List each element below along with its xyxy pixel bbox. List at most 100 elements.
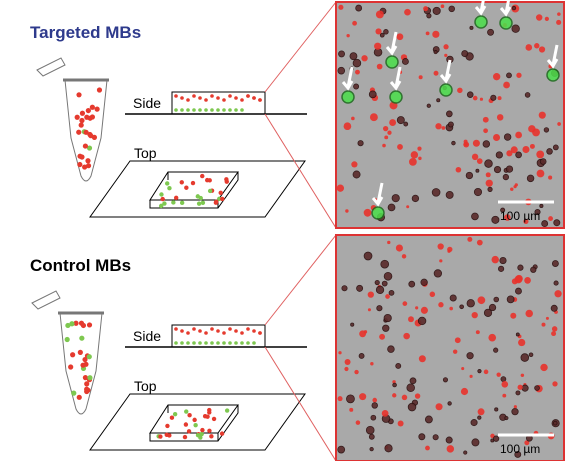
- bubble: [343, 122, 352, 131]
- bubble: [505, 165, 514, 173]
- bubble: [368, 90, 377, 99]
- bubble: [391, 194, 400, 203]
- bubble: [410, 151, 419, 159]
- side-bead: [210, 327, 214, 331]
- side-bead: [234, 108, 238, 112]
- top-bead: [209, 434, 214, 439]
- bubble: [473, 187, 483, 197]
- bubble: [382, 125, 389, 132]
- tube-bead: [73, 320, 79, 326]
- bubble: [539, 158, 547, 165]
- bubble: [459, 304, 464, 310]
- bubble: [449, 294, 457, 302]
- tube-bead: [70, 352, 76, 358]
- bubble: [383, 29, 389, 35]
- bubble: [506, 150, 513, 157]
- bubble: [517, 264, 524, 271]
- bubble: [445, 190, 454, 199]
- bubble: [466, 352, 474, 360]
- side-label: Side: [133, 328, 161, 344]
- top-bead: [159, 192, 164, 197]
- bubble: [447, 249, 451, 253]
- bubble: [477, 415, 482, 420]
- bubble: [526, 174, 535, 183]
- bound-bubble: [385, 55, 399, 69]
- bubble: [349, 52, 358, 61]
- bubble: [402, 301, 408, 306]
- tube-bead: [79, 335, 85, 341]
- bubble: [358, 353, 365, 359]
- bubble: [426, 13, 432, 19]
- bubble: [500, 207, 506, 213]
- bound-bubble: [546, 68, 560, 82]
- bubble: [439, 259, 443, 263]
- top-bead: [169, 415, 175, 420]
- bubble: [401, 58, 409, 65]
- side-label: Side: [133, 95, 161, 111]
- top-bead: [172, 411, 178, 417]
- top-bead: [160, 196, 165, 202]
- tube-bead: [76, 92, 82, 98]
- bubble: [514, 183, 518, 187]
- bubble: [379, 32, 385, 38]
- bubble: [352, 170, 361, 179]
- bubble: [454, 337, 461, 344]
- scale-label: 100 µm: [500, 442, 540, 456]
- bubble: [471, 311, 478, 319]
- side-bead: [222, 331, 226, 335]
- bubble: [444, 53, 448, 58]
- bound-bubble: [389, 90, 403, 104]
- bubble: [488, 303, 497, 312]
- panel-title: Control MBs: [30, 256, 131, 275]
- bubble: [389, 119, 397, 126]
- bubble: [541, 220, 549, 228]
- bubble: [553, 219, 561, 227]
- tube-bead: [79, 110, 86, 116]
- bubble: [446, 110, 453, 118]
- bubble: [494, 407, 499, 412]
- bubble: [445, 436, 453, 444]
- side-bead: [216, 341, 220, 345]
- side-bead: [180, 96, 184, 100]
- bubble: [355, 69, 360, 75]
- bubble: [435, 403, 443, 411]
- side-bead: [240, 341, 244, 345]
- bubble: [457, 87, 463, 94]
- bubble: [337, 66, 346, 75]
- tube-bead: [83, 129, 89, 135]
- bubble: [477, 296, 486, 305]
- side-bead: [216, 96, 220, 100]
- bubble: [550, 304, 558, 312]
- bubble: [524, 440, 530, 446]
- bubble: [538, 111, 546, 119]
- bubble: [379, 333, 386, 340]
- tube-bead: [88, 133, 94, 139]
- bubble: [471, 438, 480, 447]
- bubble: [414, 393, 421, 399]
- bubble: [511, 408, 519, 416]
- top-bead: [205, 177, 210, 183]
- top-bead: [207, 428, 212, 434]
- bound-bubble: [474, 15, 488, 29]
- side-bead: [210, 108, 214, 112]
- bubble: [487, 28, 495, 36]
- side-bead: [192, 108, 196, 112]
- bubble: [355, 420, 361, 425]
- bubble: [514, 275, 523, 284]
- top-bead: [171, 200, 176, 205]
- side-bead: [180, 341, 184, 345]
- top-bead: [190, 180, 196, 186]
- side-bead: [216, 329, 220, 333]
- bubble: [409, 377, 417, 385]
- bubble: [545, 316, 549, 320]
- bubble: [426, 103, 431, 108]
- bubble: [420, 306, 428, 314]
- side-bead: [228, 94, 232, 98]
- bubble: [381, 280, 388, 287]
- bubble: [369, 447, 374, 452]
- bubble: [370, 362, 374, 366]
- side-bead: [240, 108, 244, 112]
- arrow: [371, 182, 384, 207]
- bubble: [376, 63, 383, 70]
- bubble: [365, 425, 375, 435]
